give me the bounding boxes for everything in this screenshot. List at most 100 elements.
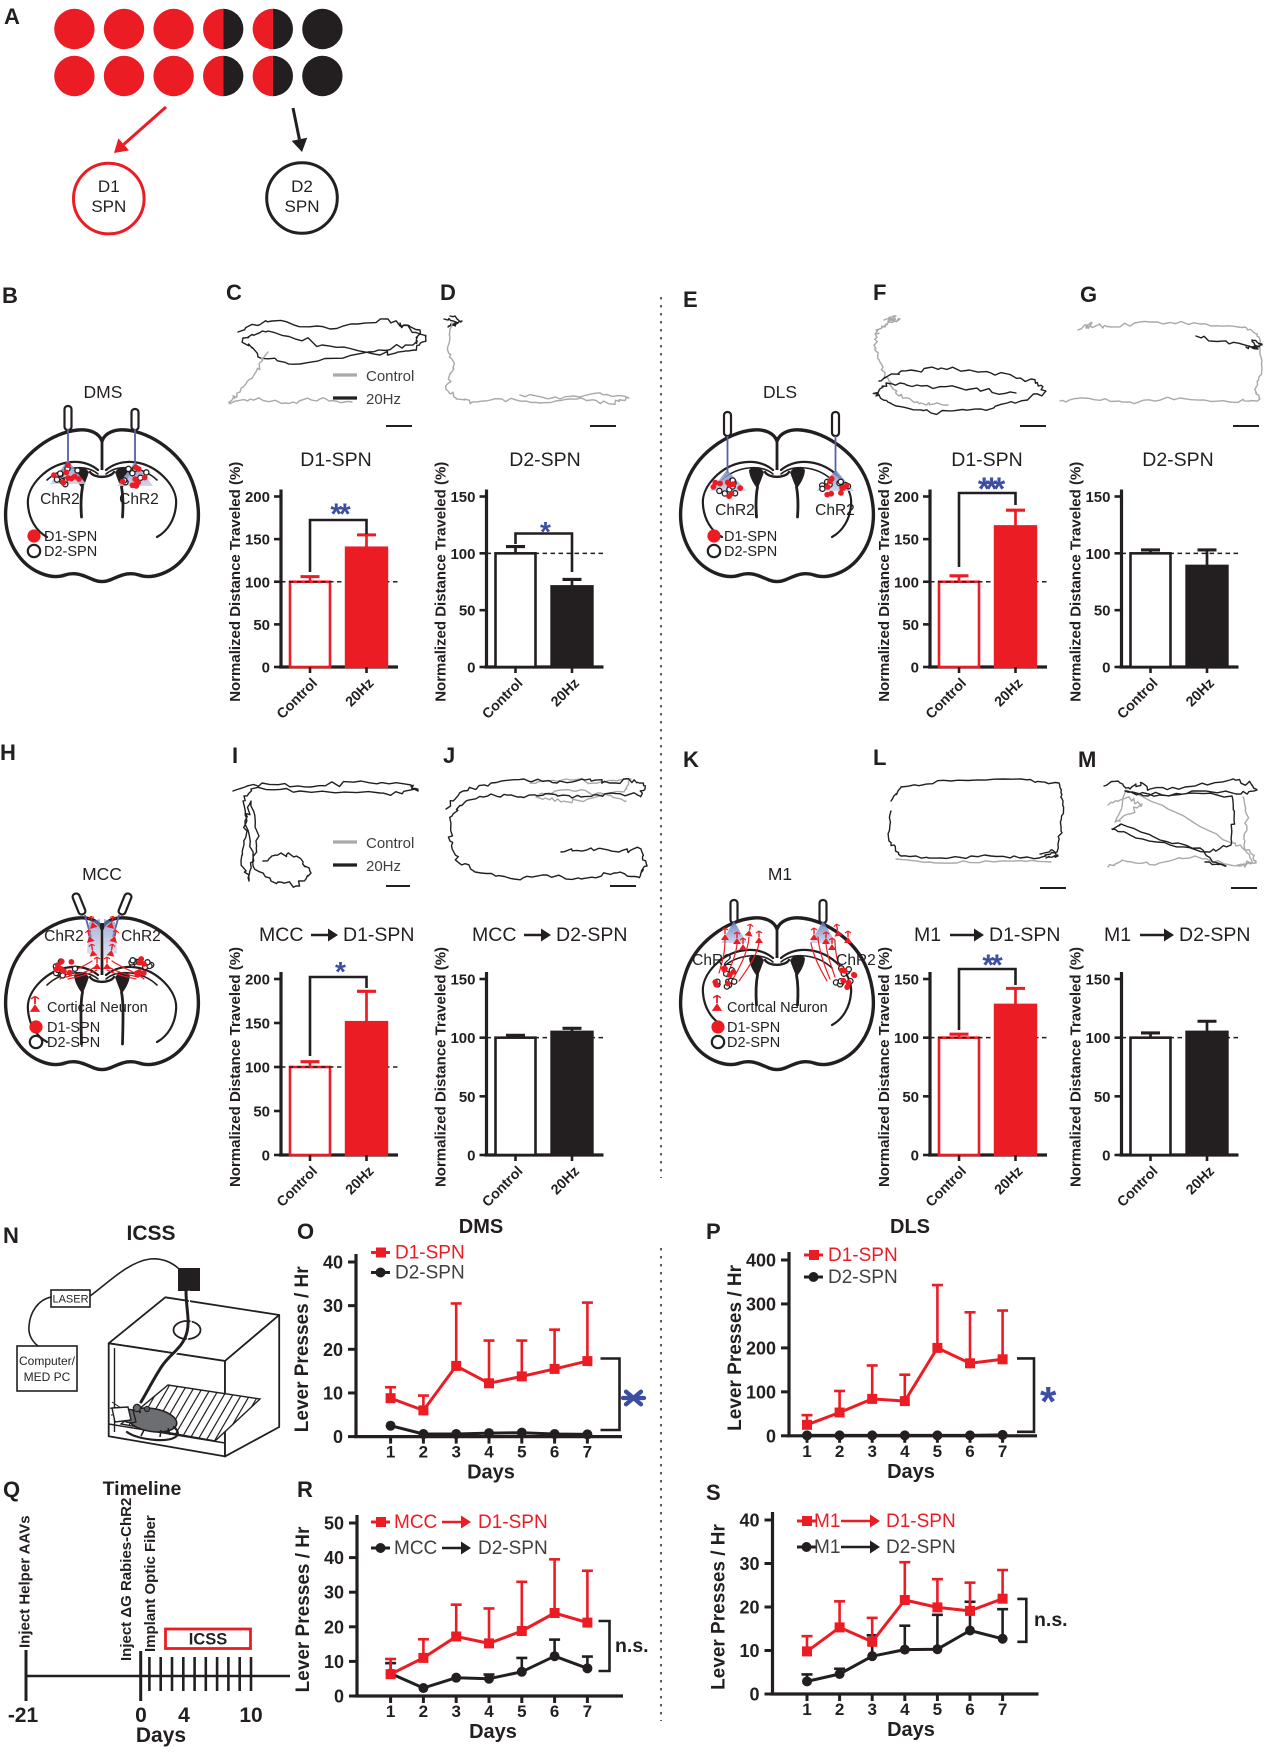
- svg-text:7: 7: [998, 1700, 1007, 1719]
- svg-text:40: 40: [739, 1511, 759, 1531]
- svg-text:10: 10: [323, 1383, 343, 1403]
- svg-text:4: 4: [484, 1702, 494, 1721]
- svg-text:200: 200: [746, 1338, 776, 1358]
- svg-text:50: 50: [902, 1089, 919, 1106]
- svg-text:D1-SPN: D1-SPN: [828, 1245, 898, 1266]
- svg-text:150: 150: [894, 532, 919, 549]
- svg-text:D2-SPN: D2-SPN: [1142, 449, 1214, 471]
- svg-text:0: 0: [467, 1148, 475, 1165]
- svg-text:1: 1: [386, 1443, 395, 1462]
- svg-text:10: 10: [324, 1652, 344, 1672]
- svg-text:10: 10: [239, 1704, 262, 1727]
- svg-text:Normalized Distance Traveled (: Normalized Distance Traveled (%): [1068, 947, 1085, 1187]
- svg-text:Cortical Neuron: Cortical Neuron: [727, 1000, 828, 1016]
- svg-text:2: 2: [835, 1442, 844, 1461]
- svg-text:0: 0: [262, 1148, 270, 1165]
- svg-text:Normalized Distance Traveled (: Normalized Distance Traveled (%): [876, 947, 893, 1187]
- svg-text:200: 200: [245, 972, 270, 989]
- svg-text:DLS: DLS: [763, 382, 797, 402]
- svg-text:100: 100: [245, 1060, 270, 1077]
- svg-text:D2-SPN: D2-SPN: [724, 544, 777, 560]
- svg-text:ICSS: ICSS: [126, 1222, 175, 1245]
- svg-text:Normalized Distance Traveled (: Normalized Distance Traveled (%): [433, 947, 450, 1187]
- svg-text:40: 40: [323, 1253, 343, 1273]
- svg-text:Normalized Distance Traveled (: Normalized Distance Traveled (%): [876, 462, 893, 702]
- svg-text:ChR2: ChR2: [715, 502, 755, 519]
- svg-text:D2-SPN: D2-SPN: [1179, 924, 1251, 946]
- svg-text:Control: Control: [366, 368, 414, 385]
- svg-text:*: *: [335, 956, 346, 987]
- svg-text:Timeline: Timeline: [103, 1478, 182, 1500]
- svg-text:ChR2: ChR2: [836, 952, 876, 969]
- svg-text:D2-SPN: D2-SPN: [478, 1538, 548, 1559]
- svg-text:6: 6: [965, 1700, 974, 1719]
- svg-text:Days: Days: [887, 1461, 935, 1483]
- svg-text:4: 4: [178, 1704, 190, 1727]
- svg-text:D1-SPN: D1-SPN: [300, 449, 372, 471]
- svg-text:D1-SPN: D1-SPN: [886, 1511, 956, 1532]
- svg-text:100: 100: [894, 1030, 919, 1047]
- svg-text:D1: D1: [98, 177, 120, 196]
- svg-text:2: 2: [419, 1443, 428, 1462]
- svg-text:1: 1: [802, 1442, 811, 1461]
- svg-text:1: 1: [802, 1700, 811, 1719]
- svg-text:C: C: [226, 280, 242, 305]
- svg-text:ChR2: ChR2: [119, 491, 159, 508]
- svg-text:100: 100: [1085, 546, 1110, 563]
- svg-text:DMS: DMS: [459, 1216, 503, 1238]
- svg-text:D2: D2: [291, 177, 313, 196]
- svg-text:K: K: [683, 747, 699, 772]
- svg-text:ICSS: ICSS: [189, 1631, 228, 1649]
- svg-text:Days: Days: [469, 1721, 517, 1743]
- svg-text:6: 6: [965, 1442, 974, 1461]
- svg-text:0: 0: [1102, 1148, 1110, 1165]
- svg-text:D1-SPN: D1-SPN: [724, 529, 777, 545]
- svg-text:M1: M1: [814, 1537, 840, 1558]
- svg-text:150: 150: [1085, 489, 1110, 506]
- svg-text:LASER: LASER: [52, 1294, 88, 1306]
- svg-text:I: I: [232, 743, 238, 768]
- svg-text:Lever Presses / Hr: Lever Presses / Hr: [725, 1264, 746, 1430]
- svg-text:D1-SPN: D1-SPN: [44, 529, 97, 545]
- svg-text:n.s.: n.s.: [1034, 1609, 1068, 1631]
- svg-text:M1: M1: [768, 864, 792, 884]
- svg-text:100: 100: [245, 574, 270, 591]
- svg-text:7: 7: [583, 1702, 592, 1721]
- svg-text:Inject Helper AAVs: Inject Helper AAVs: [17, 1515, 34, 1648]
- svg-text:2: 2: [835, 1700, 844, 1719]
- svg-text:MCC: MCC: [82, 864, 122, 884]
- svg-text:3: 3: [451, 1702, 460, 1721]
- svg-text:Normalized Distance Traveled (: Normalized Distance Traveled (%): [1068, 462, 1085, 702]
- svg-text:Days: Days: [467, 1462, 515, 1484]
- svg-text:D2-SPN: D2-SPN: [556, 924, 628, 946]
- svg-text:ChR2: ChR2: [815, 502, 855, 519]
- svg-text:D2-SPN: D2-SPN: [509, 449, 581, 471]
- svg-text:50: 50: [324, 1514, 344, 1534]
- svg-text:*: *: [540, 516, 551, 547]
- svg-text:G: G: [1080, 282, 1097, 307]
- svg-text:30: 30: [323, 1296, 343, 1316]
- svg-text:Inject ΔG Rabies-ChR2: Inject ΔG Rabies-ChR2: [118, 1498, 135, 1661]
- svg-text:D: D: [440, 280, 456, 305]
- svg-text:Lever Presses / Hr: Lever Presses / Hr: [709, 1523, 730, 1689]
- svg-text:ChR2: ChR2: [692, 952, 732, 969]
- svg-text:6: 6: [550, 1702, 559, 1721]
- svg-text:150: 150: [450, 972, 475, 989]
- svg-text:P: P: [706, 1219, 721, 1244]
- svg-text:300: 300: [746, 1294, 776, 1314]
- svg-text:50: 50: [459, 1089, 476, 1106]
- svg-text:Lever Presses / Hr: Lever Presses / Hr: [292, 1266, 313, 1432]
- svg-text:6: 6: [550, 1443, 559, 1462]
- svg-text:100: 100: [450, 1030, 475, 1047]
- svg-text:E: E: [683, 287, 698, 312]
- svg-text:50: 50: [1094, 603, 1111, 620]
- svg-text:30: 30: [739, 1554, 759, 1574]
- svg-text:20: 20: [323, 1340, 343, 1360]
- svg-text:200: 200: [894, 489, 919, 506]
- svg-text:Cortical Neuron: Cortical Neuron: [47, 1000, 148, 1016]
- svg-text:30: 30: [324, 1583, 344, 1603]
- svg-text:100: 100: [450, 546, 475, 563]
- svg-text:Computer/: Computer/: [19, 1354, 76, 1368]
- svg-text:M1: M1: [814, 1511, 840, 1532]
- svg-text:4: 4: [484, 1443, 494, 1462]
